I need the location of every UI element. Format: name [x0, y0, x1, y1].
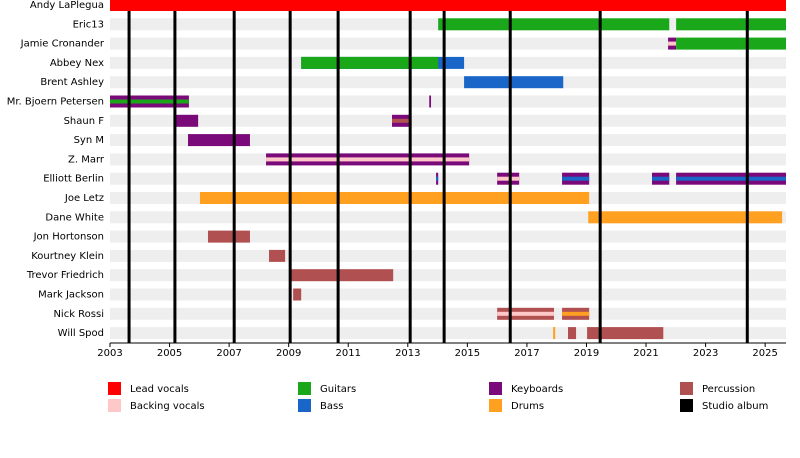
legend-swatch [108, 399, 121, 412]
role-bar [553, 327, 556, 340]
legend-label: Lead vocals [130, 384, 189, 395]
role-bar [587, 327, 664, 340]
member-name: Eric13 [73, 19, 104, 30]
member-name: Jon Hortonson [33, 232, 104, 243]
row-stripe [110, 327, 786, 340]
legend-label: Keyboards [511, 384, 563, 395]
x-tick-label: 2003 [97, 348, 122, 359]
role-bar [588, 211, 783, 224]
row-stripe [110, 95, 786, 108]
legend-swatch [298, 399, 311, 412]
member-name: Andy LaPlegua [30, 0, 104, 11]
row-stripe [110, 114, 786, 127]
role-bar [464, 76, 564, 89]
x-tick-label: 2015 [455, 348, 480, 359]
legend-label: Percussion [702, 384, 755, 395]
member-name: Elliott Berlin [43, 174, 104, 185]
legend-swatch [108, 382, 121, 395]
x-tick-label: 2005 [157, 348, 182, 359]
secondary-role-bar [392, 118, 409, 123]
role-bar [568, 327, 577, 340]
member-name: Joe Letz [64, 193, 104, 204]
legend-label: Backing vocals [130, 401, 205, 412]
role-bar [438, 18, 670, 31]
member-name: Jamie Cronander [20, 39, 105, 50]
legend-swatch [680, 382, 693, 395]
member-name: Mark Jackson [38, 290, 104, 301]
member-name: Dane White [45, 212, 104, 223]
role-bar [174, 114, 199, 127]
role-bar [290, 269, 394, 282]
x-tick-label: 2017 [514, 348, 539, 359]
member-name: Brent Ashley [40, 77, 104, 88]
row-stripe [110, 307, 786, 320]
x-tick-label: 2025 [752, 348, 777, 359]
legend-label: Bass [320, 401, 343, 412]
role-bar [269, 249, 286, 262]
x-tick-label: 2023 [693, 348, 718, 359]
x-tick-label: 2019 [574, 348, 599, 359]
secondary-role-bar [562, 311, 590, 316]
row-stripe [110, 76, 786, 89]
member-name: Kourtney Klein [31, 251, 104, 262]
member-name: Abbey Nex [50, 58, 104, 69]
secondary-role-bar [436, 176, 439, 181]
secondary-role-bar [676, 176, 786, 181]
row-stripe [110, 134, 786, 147]
legend-label: Guitars [320, 384, 356, 395]
role-bar [188, 134, 250, 147]
member-name: Mr. Bjoern Petersen [7, 97, 104, 108]
row-stripe [110, 230, 786, 243]
member-name: Nick Rossi [53, 309, 104, 320]
member-name: Syn M [74, 135, 104, 146]
x-tick-label: 2021 [633, 348, 658, 359]
legend-swatch [489, 382, 502, 395]
role-bar [429, 95, 432, 108]
secondary-role-bar [497, 311, 555, 316]
secondary-role-bar [562, 176, 590, 181]
x-tick-label: 2007 [216, 348, 241, 359]
member-name: Trevor Friedrich [26, 270, 104, 281]
x-tick-label: 2009 [276, 348, 301, 359]
role-bar [207, 230, 250, 243]
role-bar [110, 0, 786, 11]
row-stripe [110, 288, 786, 301]
role-bar [676, 37, 786, 50]
member-name: Z. Marr [68, 154, 105, 165]
secondary-role-bar [266, 157, 470, 162]
role-bar [293, 288, 302, 301]
row-stripe [110, 37, 786, 50]
legend-label: Studio album [702, 401, 768, 412]
legend-swatch [680, 399, 693, 412]
row-stripe [110, 172, 786, 185]
role-bar [199, 192, 590, 204]
secondary-role-bar [110, 99, 189, 104]
role-bar [301, 56, 439, 69]
row-stripe [110, 249, 786, 262]
x-tick-label: 2013 [395, 348, 420, 359]
x-tick-label: 2011 [336, 348, 361, 359]
member-name: Shaun F [64, 116, 105, 127]
role-bar [676, 18, 786, 31]
secondary-role-bar [668, 41, 677, 46]
legend-label: Drums [511, 401, 544, 412]
member-name: Will Spod [58, 328, 104, 339]
legend-swatch [298, 382, 311, 395]
secondary-role-bar [497, 176, 520, 181]
legend-swatch [489, 399, 502, 412]
secondary-role-bar [651, 176, 670, 181]
row-stripe [110, 269, 786, 282]
